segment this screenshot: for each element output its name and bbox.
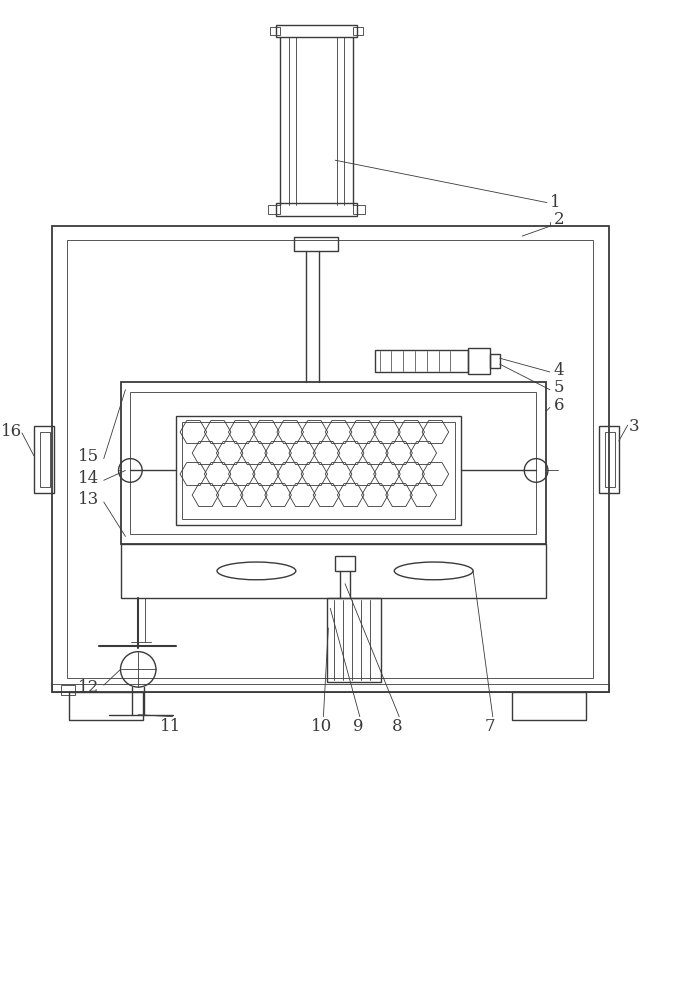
Bar	[276, 203, 357, 216]
Bar	[182, 422, 456, 519]
Bar	[599, 426, 619, 493]
Bar	[490, 354, 499, 368]
Bar	[353, 205, 365, 214]
Text: 10: 10	[311, 718, 332, 735]
Text: 14: 14	[77, 470, 99, 487]
Bar	[327, 598, 382, 682]
Text: 6: 6	[554, 397, 565, 414]
Bar	[468, 348, 490, 374]
Text: 3: 3	[629, 418, 639, 435]
Bar	[131, 392, 536, 534]
Bar	[176, 416, 461, 525]
Text: 5: 5	[554, 379, 565, 396]
Text: 1: 1	[550, 194, 561, 211]
Bar	[52, 684, 609, 692]
Text: 13: 13	[77, 491, 99, 508]
Bar	[67, 240, 593, 678]
Bar	[353, 27, 363, 35]
Bar	[375, 350, 468, 372]
Bar	[512, 692, 586, 720]
Text: 16: 16	[1, 423, 22, 440]
Text: 12: 12	[77, 679, 99, 696]
Bar	[294, 237, 338, 251]
Bar	[69, 692, 143, 720]
Text: 7: 7	[485, 718, 495, 735]
Text: 4: 4	[554, 362, 565, 379]
Bar	[34, 426, 54, 493]
Bar	[270, 27, 280, 35]
Bar	[120, 382, 546, 544]
Text: 2: 2	[554, 211, 565, 228]
Bar	[61, 685, 75, 695]
Bar	[269, 205, 280, 214]
Bar	[52, 226, 609, 692]
Text: 8: 8	[392, 718, 402, 735]
Bar	[120, 544, 546, 598]
Bar	[40, 432, 50, 487]
Text: 15: 15	[77, 448, 99, 465]
Bar	[276, 25, 357, 37]
Text: 9: 9	[353, 718, 363, 735]
Bar	[335, 556, 355, 571]
Text: 11: 11	[160, 718, 181, 735]
Bar	[605, 432, 615, 487]
